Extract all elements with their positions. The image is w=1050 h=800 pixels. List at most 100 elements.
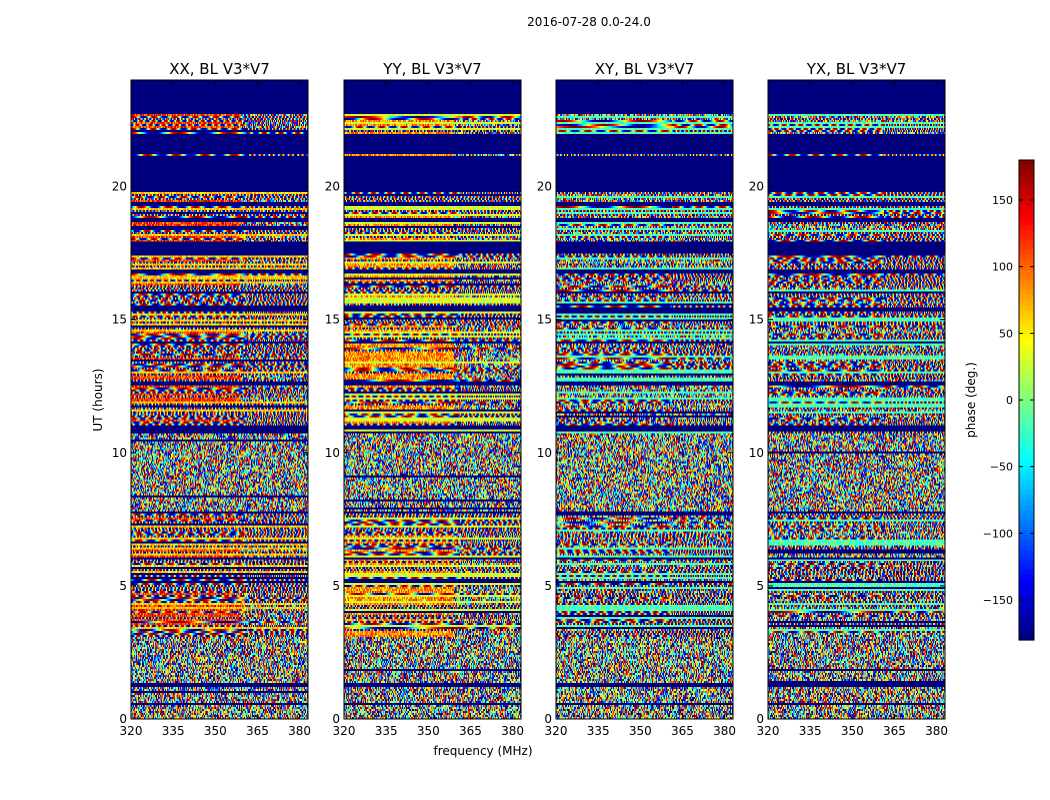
colorbar-swatch [1019, 560, 1034, 566]
colorbar-swatch [1019, 455, 1034, 461]
colorbar-swatch [1019, 210, 1034, 216]
colorbar-swatch [1019, 620, 1034, 626]
y-tick-label: 0 [332, 712, 340, 726]
y-tick-label: 15 [325, 313, 340, 327]
x-tick-label: 350 [629, 724, 652, 738]
colorbar-swatch [1019, 625, 1034, 631]
colorbar-swatch [1019, 505, 1034, 511]
y-tick-label: 20 [325, 180, 340, 194]
colorbar-swatch [1019, 615, 1034, 621]
heatmap-image [344, 80, 521, 719]
x-tick-label: 320 [333, 724, 356, 738]
x-tick-label: 380 [925, 724, 948, 738]
panel-frame [555, 79, 734, 720]
colorbar-label: phase (deg.) [964, 362, 978, 438]
figure-suptitle: 2016-07-28 0.0-24.0 [527, 15, 651, 29]
colorbar-swatch [1019, 335, 1034, 341]
y-tick-label: 15 [749, 313, 764, 327]
colorbar-swatch [1019, 610, 1034, 616]
colorbar-swatch [1019, 165, 1034, 171]
colorbar-swatch [1019, 535, 1034, 541]
colorbar-swatch [1019, 315, 1034, 321]
colorbar-swatch [1019, 180, 1034, 186]
x-tick-label: 335 [587, 724, 610, 738]
y-tick-label: 20 [112, 180, 127, 194]
x-tick-label: 365 [671, 724, 694, 738]
colorbar-tick-label: 100 [992, 261, 1013, 274]
colorbar-swatch [1019, 275, 1034, 281]
colorbar-swatch [1019, 260, 1034, 266]
y-tick-label: 10 [537, 446, 552, 460]
colorbar-swatch [1019, 400, 1034, 406]
colorbar-swatch [1019, 380, 1034, 386]
x-tick-label: 320 [757, 724, 780, 738]
panel-title: XX, BL V3*V7 [169, 60, 270, 78]
colorbar-swatch [1019, 310, 1034, 316]
colorbar-swatch [1019, 390, 1034, 396]
colorbar-swatch [1019, 170, 1034, 176]
colorbar-swatch [1019, 240, 1034, 246]
colorbar-swatch [1019, 190, 1034, 196]
y-tick-label: 10 [112, 446, 127, 460]
panel-frame [767, 79, 946, 720]
y-tick-label: 0 [544, 712, 552, 726]
panel-group: XX, BL V3*V7 320 335 350 365 380 0 5 10 15 20 YY, B… [112, 60, 948, 738]
colorbar-swatch [1019, 450, 1034, 456]
colorbar-swatch [1019, 230, 1034, 236]
colorbar-swatch [1019, 350, 1034, 356]
colorbar-swatch [1019, 200, 1034, 206]
colorbar-swatch [1019, 420, 1034, 426]
colorbar-swatch [1019, 460, 1034, 466]
x-tick-label: 350 [417, 724, 440, 738]
colorbar-swatch [1019, 205, 1034, 211]
colorbar-swatch [1019, 600, 1034, 606]
y-tick-label: 5 [756, 579, 764, 593]
colorbar-swatch [1019, 495, 1034, 501]
x-tick-label: 380 [288, 724, 311, 738]
colorbar-swatch [1019, 345, 1034, 351]
colorbar-swatch [1019, 515, 1034, 521]
colorbar-swatch [1019, 175, 1034, 181]
x-tick-label: 320 [120, 724, 143, 738]
colorbar-swatch [1019, 435, 1034, 441]
panel-yy: YY, BL V3*V7 320 335 350 365 380 0 5 10 15 20 [325, 60, 524, 738]
colorbar-swatch [1019, 160, 1034, 166]
y-tick-label: 20 [749, 180, 764, 194]
colorbar-swatch [1019, 585, 1034, 591]
x-tick-label: 350 [841, 724, 864, 738]
colorbar-swatch [1019, 325, 1034, 331]
colorbar-swatch [1019, 415, 1034, 421]
colorbar-swatch [1019, 215, 1034, 221]
colorbar-tick-label: 50 [999, 327, 1013, 340]
x-tick-label: 380 [713, 724, 736, 738]
colorbar-tick-label: 150 [992, 194, 1013, 207]
colorbar-swatch [1019, 375, 1034, 381]
colorbar-swatch [1019, 465, 1034, 471]
colorbar-swatch [1019, 410, 1034, 416]
heatmap-image [768, 80, 945, 719]
colorbar-swatch [1019, 285, 1034, 291]
colorbar-swatch [1019, 530, 1034, 536]
x-tick-label: 335 [162, 724, 185, 738]
panel-title: YY, BL V3*V7 [382, 60, 481, 78]
heatmap-image [131, 80, 308, 719]
colorbar-swatch [1019, 430, 1034, 436]
colorbar-swatch [1019, 595, 1034, 601]
colorbar: 150 100 50 0 −50 −100 −150 [983, 159, 1035, 641]
colorbar-swatch [1019, 520, 1034, 526]
panel-frame [343, 79, 522, 720]
y-tick-label: 5 [332, 579, 340, 593]
x-tick-label: 320 [545, 724, 568, 738]
y-tick-label: 15 [112, 313, 127, 327]
colorbar-swatch [1019, 445, 1034, 451]
colorbar-swatch [1019, 500, 1034, 506]
colorbar-swatch [1019, 330, 1034, 336]
colorbar-swatch [1019, 580, 1034, 586]
colorbar-swatch [1019, 565, 1034, 571]
x-tick-label: 350 [204, 724, 227, 738]
colorbar-swatch [1019, 475, 1034, 481]
colorbar-swatch [1019, 635, 1034, 641]
y-tick-label: 10 [325, 446, 340, 460]
colorbar-swatch [1019, 555, 1034, 561]
panel-xy: XY, BL V3*V7 320 335 350 365 380 0 5 10 15 20 [537, 60, 736, 738]
